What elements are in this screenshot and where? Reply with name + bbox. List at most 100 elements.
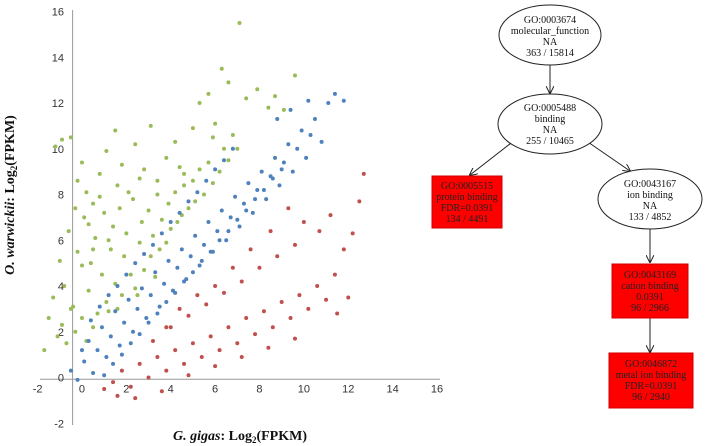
- data-point: [197, 263, 202, 268]
- go-node-protein-binding: GO:0005515 protein binding FDR=0.0391 13…: [431, 175, 503, 229]
- y-tick-label: 12: [52, 98, 64, 110]
- data-point: [159, 231, 164, 236]
- data-point: [73, 329, 78, 334]
- go-node-id: GO:0046872: [625, 359, 677, 370]
- data-point: [164, 325, 169, 330]
- data-point: [306, 306, 311, 311]
- data-point: [135, 306, 140, 311]
- data-point: [79, 348, 84, 353]
- data-point: [324, 297, 329, 302]
- data-point: [286, 206, 291, 211]
- data-point: [146, 208, 151, 213]
- data-point: [108, 334, 113, 339]
- data-point: [115, 183, 120, 188]
- go-node-count: 255 / 10465: [526, 136, 574, 147]
- y-tick-label: 0: [58, 373, 64, 385]
- data-point: [199, 258, 204, 263]
- data-point: [95, 311, 100, 316]
- data-point: [150, 242, 155, 247]
- data-point: [290, 169, 295, 174]
- data-point: [144, 316, 149, 321]
- data-point: [204, 178, 209, 183]
- data-point: [253, 332, 258, 337]
- y-tick-label: 4: [58, 281, 64, 293]
- data-point: [155, 192, 160, 197]
- data-point: [230, 265, 235, 270]
- data-point: [279, 300, 284, 305]
- data-point: [190, 341, 195, 346]
- data-point: [326, 101, 331, 106]
- data-point: [157, 247, 162, 252]
- data-point: [117, 343, 122, 348]
- data-point: [142, 252, 147, 257]
- data-point: [95, 348, 100, 353]
- data-point: [332, 91, 337, 96]
- data-point: [86, 338, 91, 343]
- go-node-name: protein binding: [436, 192, 497, 203]
- x-tick-label: 10: [298, 384, 310, 396]
- series-higher-in-o-warwickii: [42, 20, 297, 353]
- x-tick-label: 16: [431, 384, 443, 396]
- go-node-id: GO:0043169: [624, 270, 676, 281]
- data-point: [292, 242, 297, 247]
- series-higher-in-g-gigas: [102, 171, 366, 401]
- data-point: [186, 373, 191, 378]
- data-point: [177, 165, 182, 170]
- data-point: [213, 121, 218, 126]
- data-point: [79, 160, 84, 165]
- data-point: [106, 238, 111, 243]
- axes: [40, 10, 440, 425]
- data-point: [53, 144, 58, 149]
- go-node-stat: FDR=0.0391: [625, 381, 678, 392]
- go-node-ion-binding: GO:0043167 ion binding NA 133 / 4852: [597, 168, 703, 230]
- data-point: [361, 171, 366, 176]
- go-node-stat: NA: [643, 201, 658, 212]
- data-point: [186, 206, 191, 211]
- series-not-differentially-expressed: [68, 91, 346, 382]
- go-node-name: molecular_function: [511, 26, 589, 37]
- data-point: [208, 334, 213, 339]
- data-point: [193, 199, 198, 204]
- data-point: [190, 126, 195, 131]
- data-point: [202, 242, 207, 247]
- data-point: [182, 183, 187, 188]
- data-point: [217, 238, 222, 243]
- data-point: [128, 384, 133, 389]
- y-tick-label: 2: [58, 327, 64, 339]
- data-point: [164, 300, 169, 305]
- data-point: [97, 194, 102, 199]
- data-point: [111, 224, 116, 229]
- data-point: [224, 238, 229, 243]
- data-point: [217, 169, 222, 174]
- data-point: [301, 219, 306, 224]
- y-tick-label: 8: [58, 190, 64, 202]
- data-point: [162, 281, 167, 286]
- data-point: [57, 258, 62, 263]
- data-point: [166, 258, 171, 263]
- go-node-count: 96 / 2940: [632, 392, 670, 403]
- data-point: [215, 229, 220, 234]
- data-point: [86, 222, 91, 227]
- data-point: [292, 73, 297, 78]
- go-node-name: cation binding: [621, 281, 679, 292]
- data-point: [86, 288, 91, 293]
- data-point: [357, 199, 362, 204]
- data-point: [111, 361, 116, 366]
- data-point: [139, 219, 144, 224]
- data-point: [182, 361, 187, 366]
- data-point: [111, 380, 116, 385]
- data-point: [117, 206, 122, 211]
- data-point: [288, 107, 293, 112]
- data-point: [148, 293, 153, 298]
- data-point: [315, 284, 320, 289]
- data-point: [119, 368, 124, 373]
- data-point: [266, 105, 271, 110]
- data-point: [319, 139, 324, 144]
- data-point: [193, 233, 198, 238]
- data-point: [84, 190, 89, 195]
- data-point: [113, 128, 118, 133]
- data-point: [122, 254, 127, 259]
- y-tick-label: 14: [52, 52, 64, 64]
- data-point: [239, 354, 244, 359]
- data-point: [133, 142, 138, 147]
